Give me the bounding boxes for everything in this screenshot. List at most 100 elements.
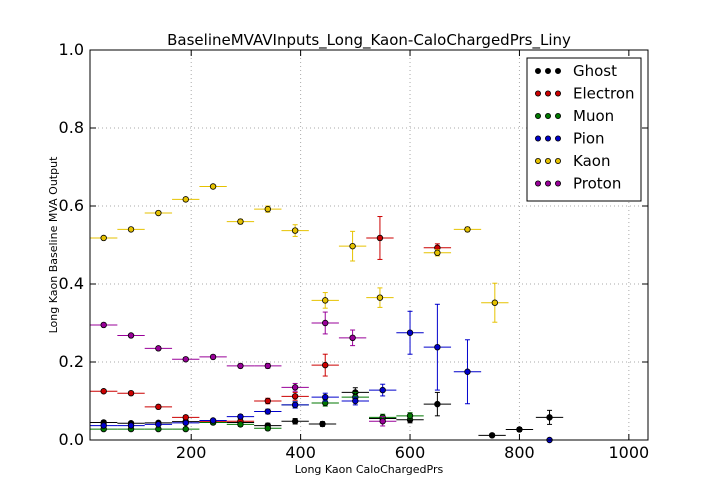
y-tick-label: 0.4 [59,274,84,293]
data-point [264,425,271,432]
data-point [237,413,244,420]
x-tick-label: 800 [504,443,535,462]
data-point [264,362,271,370]
data-point [209,353,217,361]
data-point [182,419,189,427]
data-point [434,400,441,408]
data-point [127,332,135,339]
data-point [319,420,326,428]
data-point [155,345,162,352]
data-point [546,414,553,421]
legend-marker [545,68,552,75]
data-point [376,234,384,242]
y-tick-label: 0.2 [59,352,84,371]
legend-marker [555,157,562,164]
data-point [127,226,135,233]
legend-marker [545,135,552,142]
y-tick-label: 0.8 [59,118,84,137]
data-point [100,422,107,429]
legend-entry: Proton [535,175,621,193]
data-point [379,418,386,425]
data-point [322,319,329,327]
legend-label: Ghost [573,62,617,80]
legend-marker [555,68,562,75]
x-tick-label: 400 [285,443,316,462]
y-axis-title: Long Kaon Baseline MVA Output [47,156,60,333]
legend-marker [535,157,542,164]
data-point [349,242,356,250]
data-point [291,227,299,234]
data-point [464,226,471,233]
legend-box [526,57,642,202]
data-point [182,414,189,421]
data-point [182,356,189,363]
legend-marker [535,113,542,120]
legend-entry: Kaon [535,152,610,170]
data-point [464,368,471,375]
legend-marker [535,90,542,97]
series-kaon [90,183,509,323]
data-point [237,421,244,428]
data-point [376,294,384,301]
data-point [406,412,414,420]
data-point [100,234,107,242]
legend-marker [545,157,552,164]
data-point [182,425,189,433]
data-point [349,334,356,342]
data-point [264,408,271,415]
data-point [516,426,523,433]
data-point [209,417,217,424]
data-point [322,361,329,369]
legend-marker [535,68,542,75]
data-point [291,384,299,391]
axis-ticks: 200 400 600 800 1000 0.0 0.2 0.4 0.6 0.8 1.0 [59,40,650,462]
legend-marker [545,113,552,120]
legend-label: Proton [573,175,621,193]
data-point [291,393,299,400]
legend-entry: Muon [535,107,614,125]
legend-marker [535,180,542,187]
legend-marker [545,180,552,187]
data-point [237,362,244,370]
data-point [155,403,162,411]
data-point [291,401,299,409]
data-point [379,386,386,394]
x-tick-label: 600 [395,443,426,462]
legend-entry: Electron [535,85,635,103]
y-tick-label: 0.0 [59,430,84,449]
legend: Ghost Electron Muon Pion Kaon Proton [526,57,642,202]
series-proton [90,311,397,427]
data-point [127,390,135,397]
legend-label: Pion [573,130,605,148]
data-point [237,218,244,225]
data-point [182,196,189,203]
chart-title: BaselineMVAVInputs_Long_Kaon-CaloCharged… [167,31,571,50]
legend-marker [545,90,552,97]
data-point [291,418,299,425]
data-point [209,183,217,190]
y-tick-label: 0.6 [59,196,84,215]
data-point [352,397,359,405]
legend-marker [555,180,562,187]
legend-entry: Ghost [535,62,617,80]
legend-marker [555,135,562,142]
x-tick-label: 200 [176,443,207,462]
x-tick-label: 1000 [608,443,649,462]
legend-label: Kaon [573,152,610,170]
data-point [264,205,271,213]
data-point [127,422,135,429]
data-point [491,299,499,306]
data-point [434,249,441,256]
y-tick-label: 1.0 [59,40,84,59]
plot-frame [89,49,649,441]
plot-area [90,183,564,444]
data-point [406,329,414,336]
data-point [322,297,329,304]
data-point [264,397,271,405]
series-pion [90,303,564,444]
legend-entry: Pion [535,130,605,148]
data-point [322,393,329,401]
legend-marker [555,113,562,120]
data-point [100,321,107,329]
